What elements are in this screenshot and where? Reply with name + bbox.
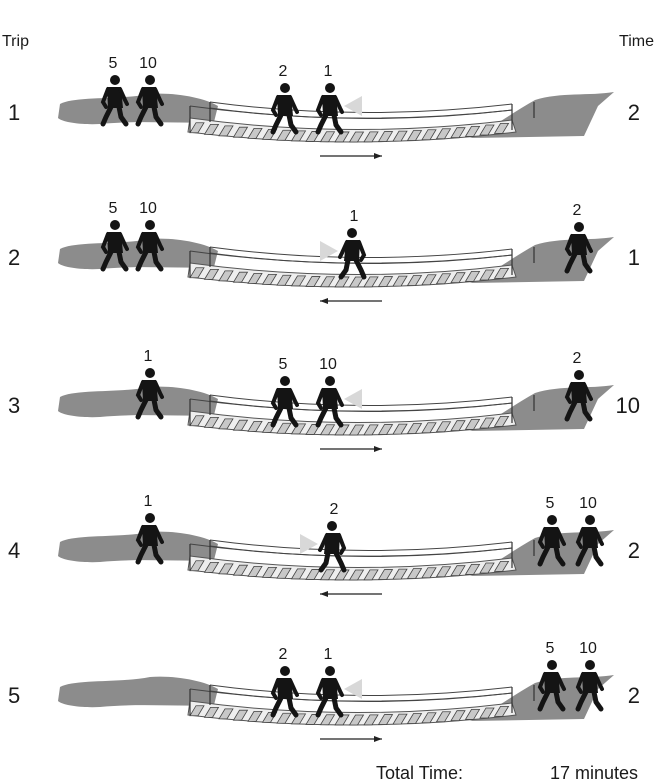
trip-number: 4: [8, 538, 21, 563]
person-time-label: 5: [109, 200, 118, 217]
direction-arrow-left: [320, 298, 382, 304]
person-left-bank: 5: [100, 55, 129, 127]
total-time-label: Total Time:: [376, 763, 464, 783]
person-time-label: 2: [279, 63, 288, 80]
left-riverbank: [58, 238, 218, 270]
person-left-bank: 10: [135, 200, 164, 272]
flashlight-beam: [300, 534, 318, 554]
person-time-label: 10: [579, 640, 597, 657]
person-on-bridge: 1: [315, 646, 344, 718]
person-right-bank: 10: [575, 640, 604, 712]
person-right-bank: 2: [564, 202, 593, 274]
left-riverbank: [58, 93, 218, 125]
person-time-label: 1: [144, 493, 153, 510]
person-time-label: 2: [573, 350, 582, 367]
person-time-label: 1: [350, 208, 359, 225]
direction-arrow-left: [320, 591, 382, 597]
direction-arrow-right: [320, 736, 382, 742]
bridge-scene: 1 2 5 10: [58, 348, 614, 452]
trip-time: 1: [627, 245, 640, 270]
person-time-label: 2: [330, 501, 339, 518]
time-column-header: Time: [619, 33, 654, 50]
trip-time: 2: [627, 538, 640, 563]
person-right-bank: 2: [564, 350, 593, 422]
left-riverbank: [58, 531, 218, 563]
bridge-scene: 5 10 2 1: [58, 640, 614, 742]
trip-row: 1 5 10 2 4 2: [0, 488, 656, 638]
rope-bridge: [187, 101, 535, 143]
person-on-bridge: 1: [315, 63, 344, 135]
person-time-label: 2: [279, 646, 288, 663]
person-time-label: 10: [139, 200, 157, 217]
flashlight-beam: [344, 679, 362, 699]
trip-column-header: Trip: [2, 33, 29, 50]
person-on-bridge: 5: [270, 356, 299, 428]
person-time-label: 10: [139, 55, 157, 72]
person-time-label: 1: [324, 63, 333, 80]
total-time-value: 17 minutes: [550, 763, 639, 783]
trip-row: 5 10 2 1 5 2: [0, 633, 656, 783]
person-left-bank: 1: [135, 348, 164, 420]
person-time-label: 5: [109, 55, 118, 72]
trip-number: 3: [8, 393, 21, 418]
person-right-bank: 10: [575, 495, 604, 567]
person-on-bridge: 2: [318, 501, 347, 573]
trip-time: 2: [627, 683, 640, 708]
person-left-bank: 5: [100, 200, 129, 272]
person-right-bank: 5: [537, 640, 566, 712]
person-time-label: 1: [144, 348, 153, 365]
person-time-label: 5: [546, 640, 555, 657]
left-riverbank: [58, 676, 218, 708]
flashlight-beam: [320, 241, 338, 261]
person-on-bridge: 2: [270, 646, 299, 718]
trip-number: 5: [8, 683, 21, 708]
rope-bridge: [187, 394, 535, 436]
person-time-label: 1: [324, 646, 333, 663]
bridge-scene: 5 10 2 1: [58, 55, 614, 159]
person-time-label: 5: [279, 356, 288, 373]
person-right-bank: 5: [537, 495, 566, 567]
trip-row: 5 10 2 1 1 2: [0, 50, 656, 200]
trip-row: 5 10 2 1 2 1: [0, 195, 656, 345]
person-time-label: 2: [573, 202, 582, 219]
trip-row: 1 2 5 10 3 10: [0, 343, 656, 493]
person-on-bridge: 1: [338, 208, 367, 280]
trip-time: 10: [615, 393, 640, 418]
trip-time: 2: [627, 100, 640, 125]
left-riverbank: [58, 386, 218, 418]
person-time-label: 10: [579, 495, 597, 512]
direction-arrow-right: [320, 153, 382, 159]
person-on-bridge: 2: [270, 63, 299, 135]
trip-number: 2: [8, 245, 21, 270]
person-left-bank: 10: [135, 55, 164, 127]
trip-number: 1: [8, 100, 21, 125]
person-time-label: 5: [546, 495, 555, 512]
rope-bridge: [187, 539, 535, 581]
flashlight-beam: [344, 96, 362, 116]
person-time-label: 10: [319, 356, 337, 373]
bridge-scene: 1 5 10 2: [58, 493, 614, 597]
person-left-bank: 1: [135, 493, 164, 565]
flashlight-beam: [344, 389, 362, 409]
direction-arrow-right: [320, 446, 382, 452]
bridge-scene: 5 10 2 1: [58, 200, 614, 304]
person-on-bridge: 10: [315, 356, 344, 428]
